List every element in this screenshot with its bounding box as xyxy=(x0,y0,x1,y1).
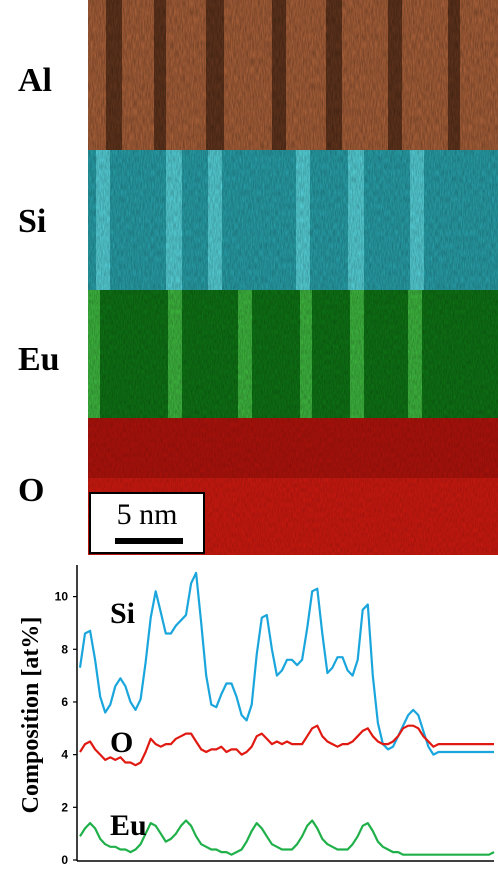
si-map-image xyxy=(88,150,498,290)
chart-series-labels: Si O Eu xyxy=(110,597,147,842)
series-label-si: Si xyxy=(110,597,135,630)
scale-bar-label: 5 nm xyxy=(116,498,178,531)
si-map-graphic xyxy=(88,150,498,290)
y-tick-label: 2 xyxy=(61,800,68,814)
eu-map-image xyxy=(88,290,498,418)
y-tick-label: 0 xyxy=(61,853,68,867)
y-tick-label: 6 xyxy=(61,695,68,709)
y-tick-label: 4 xyxy=(61,748,68,762)
y-tick-label: 8 xyxy=(61,642,68,656)
map-label-si: Si xyxy=(18,203,47,240)
map-label-eu: Eu xyxy=(18,341,60,378)
scale-bar: 5 nm xyxy=(89,492,205,554)
series-line-si xyxy=(78,571,494,756)
al-map-graphic xyxy=(88,0,498,150)
al-map-image xyxy=(88,0,498,150)
series-label-eu: Eu xyxy=(110,809,147,842)
map-label-o: O xyxy=(18,472,45,509)
eu-map-graphic xyxy=(88,290,498,418)
series-line-eu xyxy=(79,819,495,856)
chart-axes: 0 2 4 6 8 10 xyxy=(55,565,494,867)
y-tick-label: 10 xyxy=(55,590,69,604)
series-label-o: O xyxy=(110,726,133,759)
composition-chart: 0 2 4 6 8 10 Si O Eu Composition [at%] xyxy=(18,565,495,867)
chart-series xyxy=(78,571,495,856)
scale-bar-line xyxy=(115,538,183,544)
series-line-o xyxy=(79,724,494,767)
y-axis-title: Composition [at%] xyxy=(18,617,44,814)
map-label-al: Al xyxy=(18,62,52,99)
